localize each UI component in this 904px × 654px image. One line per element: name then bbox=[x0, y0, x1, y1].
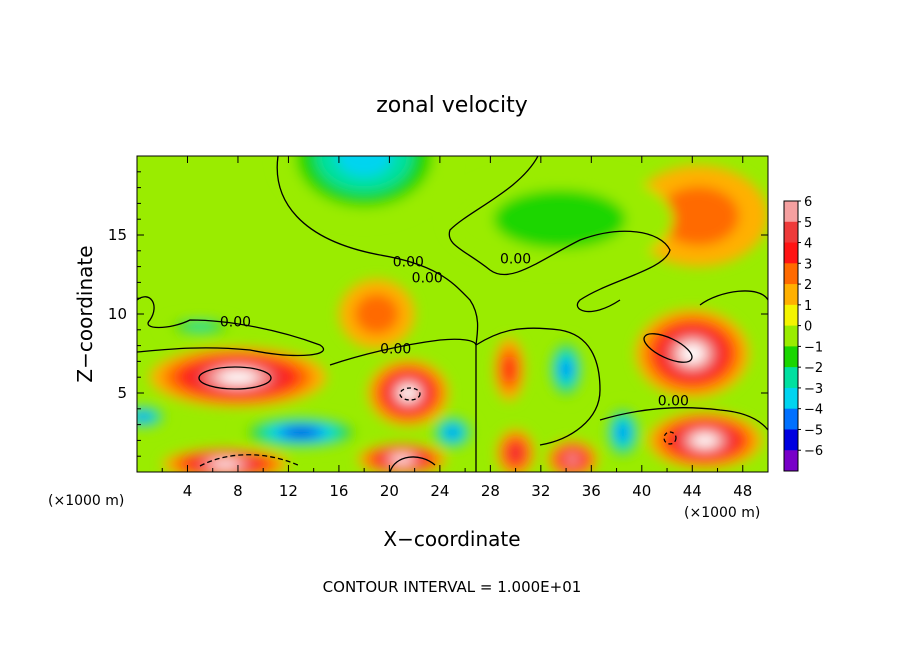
plot-area: 0.000.000.000.000.000.00 bbox=[137, 156, 768, 472]
contour-label: 0.00 bbox=[393, 255, 424, 271]
field-band-8-2 bbox=[503, 356, 516, 383]
field-band-10-5 bbox=[287, 428, 315, 437]
colorbar-swatch bbox=[784, 221, 798, 244]
colorbar-tick-label: 3 bbox=[804, 257, 812, 272]
x-tick-label: 28 bbox=[481, 482, 500, 500]
x-tick-label: 8 bbox=[233, 482, 243, 500]
contour-negative-bottom bbox=[199, 454, 301, 467]
y-axis: 5 10 15 bbox=[108, 171, 768, 457]
colorbar-swatch bbox=[784, 367, 798, 389]
colorbar-swatch bbox=[784, 201, 798, 223]
contour-label: 0.00 bbox=[500, 251, 531, 267]
field-band-15-4 bbox=[617, 425, 628, 440]
field-band-4-5 bbox=[218, 370, 258, 384]
chart-title: zonal velocity bbox=[376, 93, 528, 118]
y-tick-label: 10 bbox=[108, 305, 127, 323]
contour-labels: 0.000.000.000.000.000.00 bbox=[220, 251, 689, 409]
contour-zero-upper bbox=[276, 156, 479, 472]
field-band-17-2 bbox=[184, 322, 216, 331]
contour-lines bbox=[137, 156, 768, 472]
colorbar-tick-label: −6 bbox=[804, 444, 823, 459]
colorbar-tick-label: 6 bbox=[804, 195, 812, 210]
x-axis-label: X−coordinate bbox=[383, 527, 520, 551]
colorbar-tick-label: 5 bbox=[804, 216, 812, 231]
colorbar-swatch bbox=[784, 346, 798, 368]
contour-label: 0.00 bbox=[658, 394, 689, 410]
contour-zero-right bbox=[699, 290, 768, 306]
colorbar-tick-label: 2 bbox=[804, 278, 812, 293]
colorbar-tick-label: −4 bbox=[804, 403, 823, 418]
y-tick-label: 5 bbox=[117, 384, 127, 402]
x-tick-label: 16 bbox=[329, 482, 348, 500]
x-axis: 4 8 12 16 20 24 28 32 36 40 44 48 bbox=[161, 156, 752, 500]
colorbar-swatch bbox=[784, 429, 798, 451]
x-tick-label: 44 bbox=[683, 482, 702, 500]
contour-zero-left bbox=[137, 296, 325, 357]
contour-negative-right bbox=[663, 431, 677, 445]
contour-zero-lower-right bbox=[599, 407, 768, 431]
colorbar-tick-label: −2 bbox=[804, 361, 823, 376]
field-band-3-1 bbox=[493, 189, 627, 249]
x-tick-label: 24 bbox=[430, 482, 449, 500]
colorbar-swatch bbox=[784, 263, 798, 285]
field-band-7-5 bbox=[692, 434, 718, 447]
contour-zero-upper-right bbox=[448, 156, 671, 313]
colorbar-tick-label: 1 bbox=[804, 299, 812, 314]
contour-label: 0.00 bbox=[220, 315, 251, 331]
field-band-14-4 bbox=[565, 454, 579, 465]
colorbar-tick-label: −3 bbox=[804, 382, 823, 397]
colorbar-swatch bbox=[784, 408, 798, 430]
contour-zero-mid-right bbox=[475, 327, 601, 446]
contour-zero-mid bbox=[329, 338, 477, 366]
colorbar: 6 5 4 3 2 1 0 −1 −2 −3 −4 −5 −6 bbox=[783, 195, 823, 472]
colorbar-swatch bbox=[784, 450, 798, 472]
contour-max-right bbox=[643, 333, 693, 363]
colorbar-swatch bbox=[784, 304, 798, 327]
field-band-16-4 bbox=[446, 427, 459, 438]
field-band-11-5 bbox=[211, 460, 240, 468]
contour-max-left bbox=[198, 366, 272, 390]
colorbar-tick-label: 0 bbox=[804, 320, 812, 335]
x-unit-left: (×1000 m) bbox=[48, 493, 124, 509]
colorbar-swatch bbox=[784, 387, 798, 410]
x-tick-label: 48 bbox=[733, 482, 752, 500]
colorbar-swatch bbox=[784, 242, 798, 264]
colorbar-frame bbox=[783, 200, 799, 472]
colorbar-swatch bbox=[784, 284, 798, 306]
x-tick-label: 4 bbox=[183, 482, 193, 500]
colorbar-tick-label: −5 bbox=[804, 423, 823, 438]
x-tick-label: 32 bbox=[531, 482, 550, 500]
colorbar-tick-label: 4 bbox=[804, 237, 812, 252]
field-band-0-3 bbox=[336, 156, 393, 178]
field-band-6-5 bbox=[679, 343, 705, 364]
x-tick-label: 20 bbox=[380, 482, 399, 500]
contour-label: 0.00 bbox=[380, 342, 411, 358]
colorbar-swatch bbox=[784, 325, 798, 347]
y-tick-label: 15 bbox=[108, 226, 127, 244]
x-tick-label: 36 bbox=[582, 482, 601, 500]
contour-label: 0.00 bbox=[412, 270, 443, 286]
contour-interval: CONTOUR INTERVAL = 1.000E+01 bbox=[323, 578, 582, 596]
x-tick-label: 12 bbox=[279, 482, 298, 500]
field-band-9-4 bbox=[561, 361, 571, 378]
contour-max-bottom-center bbox=[389, 456, 436, 472]
x-tick-label: 40 bbox=[632, 482, 651, 500]
field-band-2-1 bbox=[354, 293, 399, 335]
field-band-1-1 bbox=[658, 186, 740, 246]
y-axis-label: Z−coordinate bbox=[73, 245, 97, 382]
field-band-13-3 bbox=[509, 445, 522, 461]
velocity-field bbox=[137, 156, 768, 472]
colorbar-tick-label: −1 bbox=[804, 340, 823, 355]
x-unit-right: (×1000 m) bbox=[684, 505, 760, 521]
contour-negative-center bbox=[399, 387, 421, 401]
field-band-18-4 bbox=[137, 413, 150, 420]
